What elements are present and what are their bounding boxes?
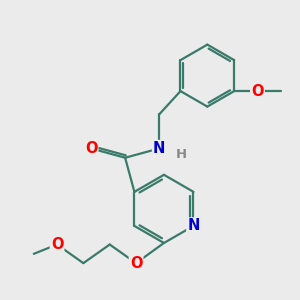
Text: O: O: [130, 256, 142, 271]
Text: O: O: [51, 237, 63, 252]
Text: O: O: [85, 141, 97, 156]
Text: H: H: [176, 148, 187, 161]
Text: O: O: [251, 84, 264, 99]
Text: N: N: [187, 218, 200, 233]
Text: N: N: [153, 141, 165, 156]
